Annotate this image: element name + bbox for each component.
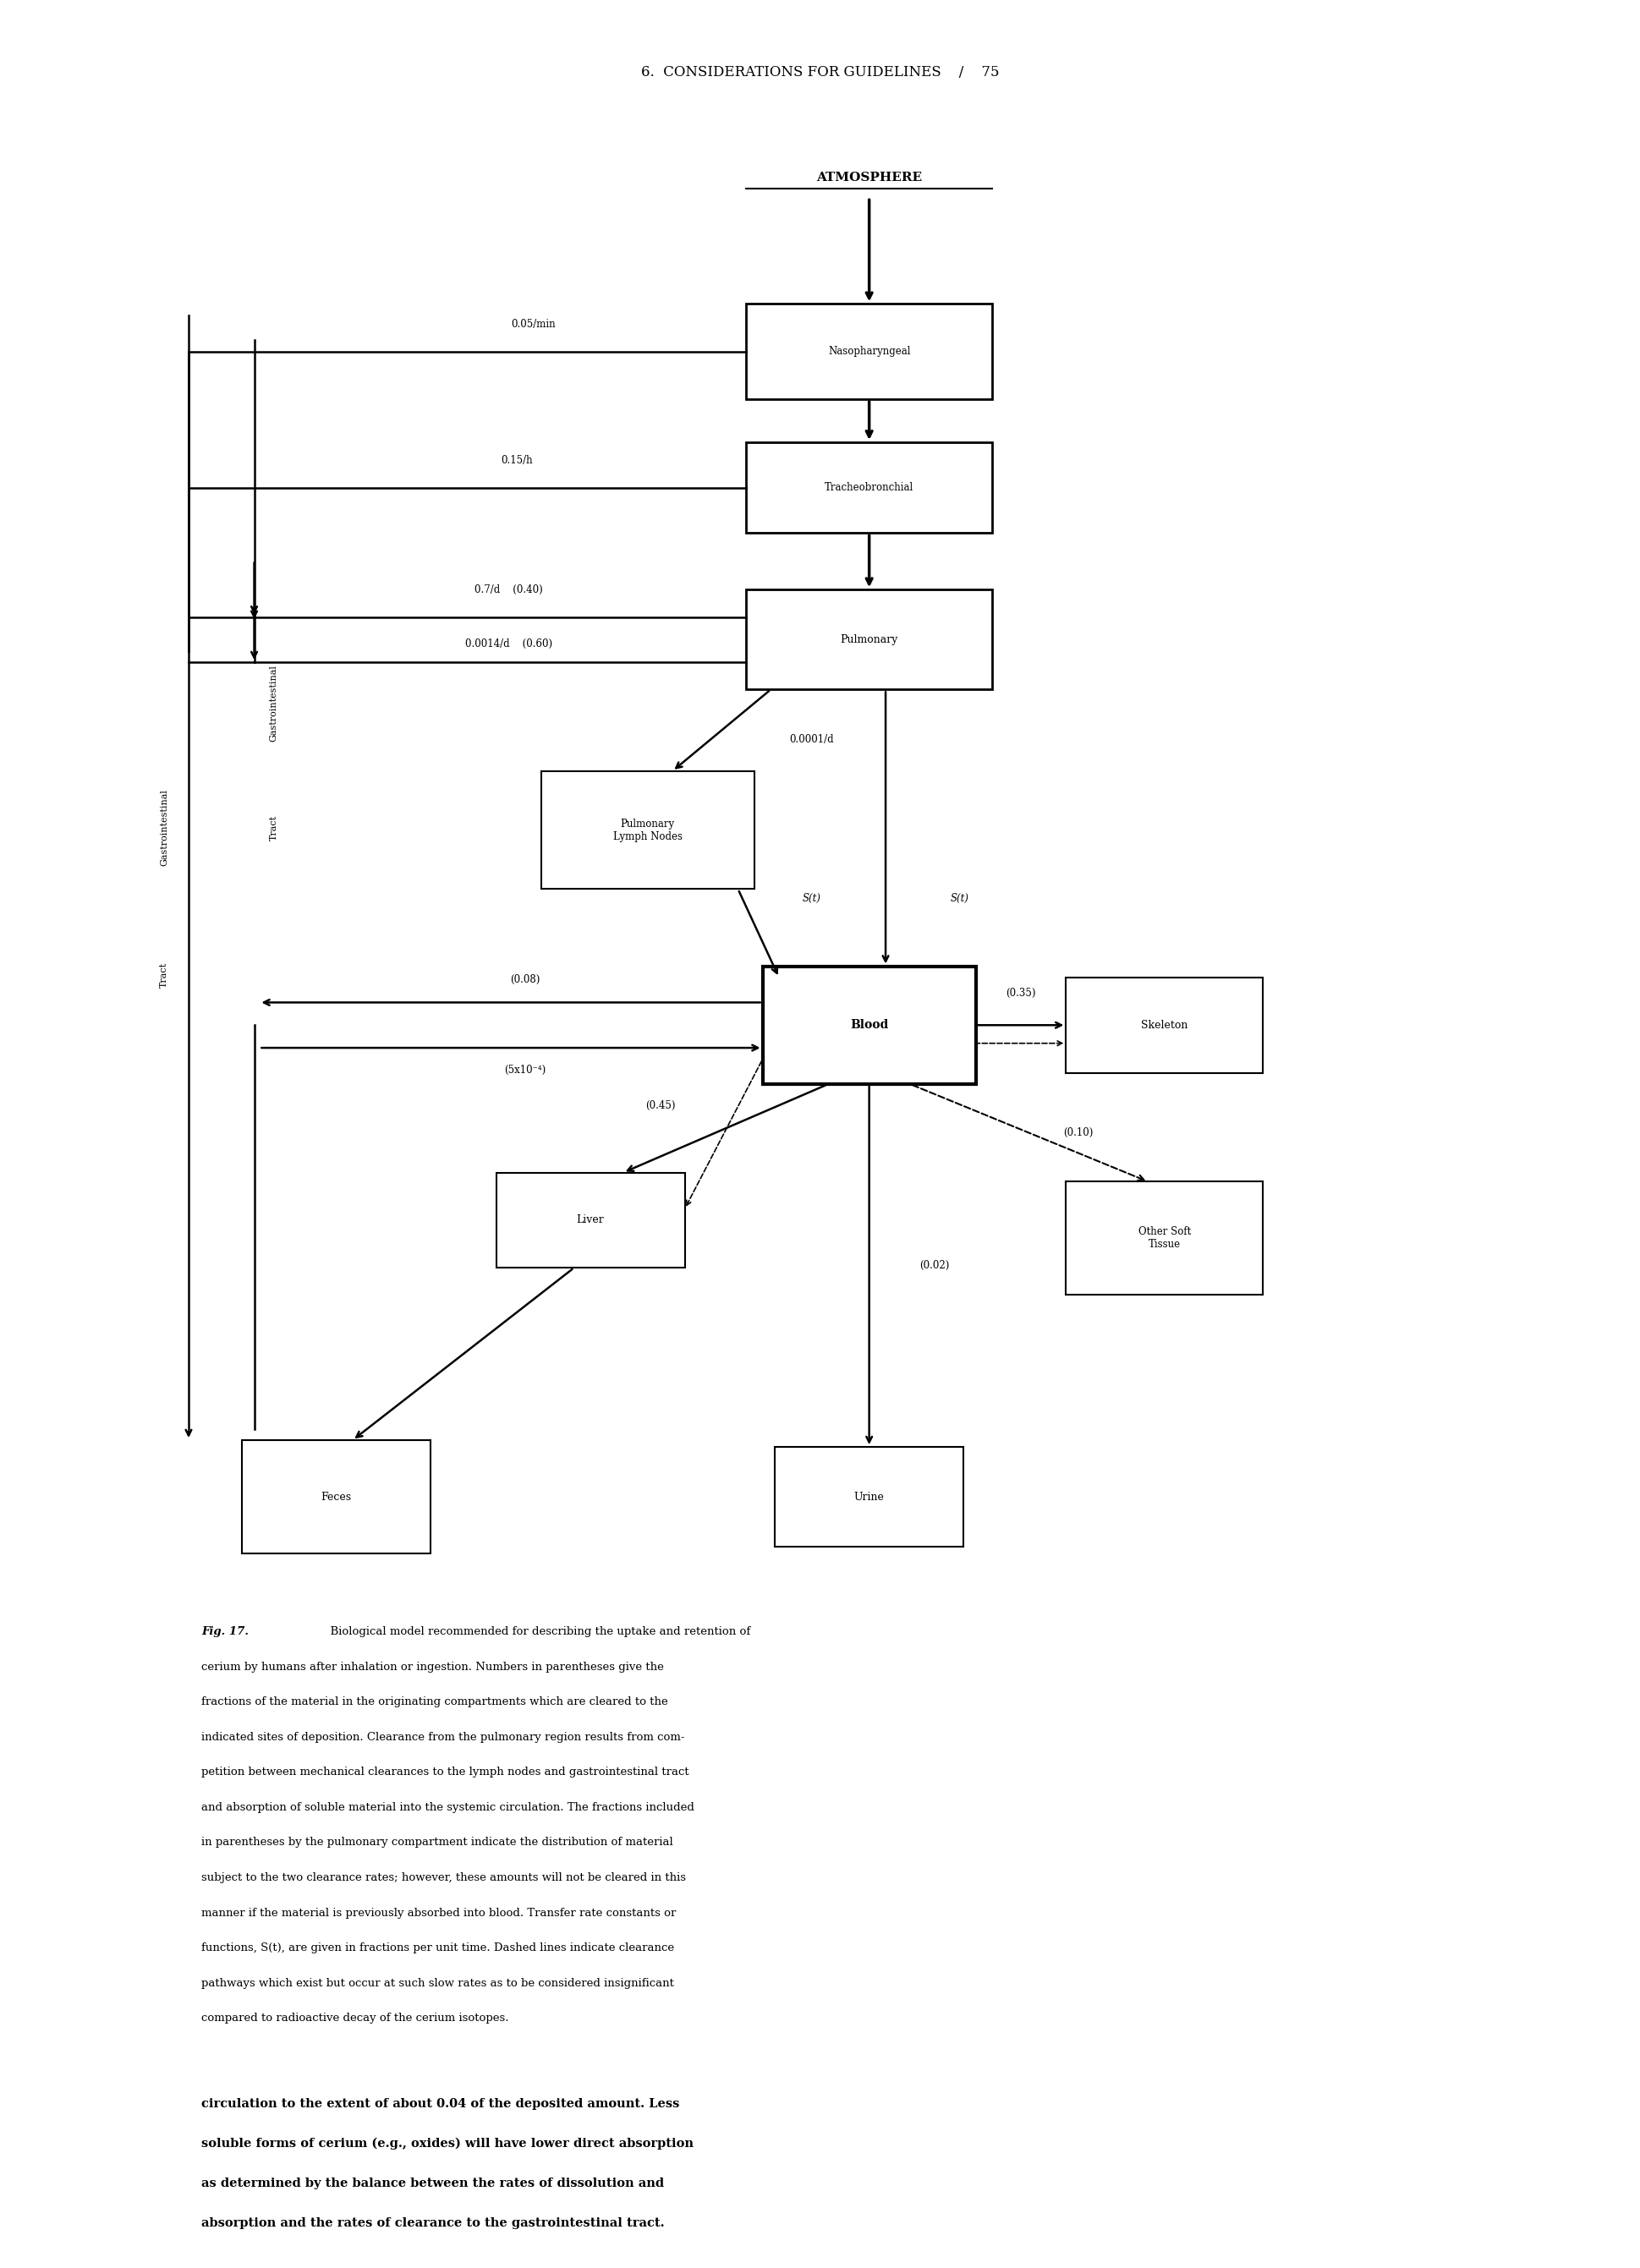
Text: Feces: Feces [321, 1492, 351, 1501]
Text: (0.10): (0.10) [1063, 1127, 1094, 1139]
Text: in parentheses by the pulmonary compartment indicate the distribution of materia: in parentheses by the pulmonary compartm… [202, 1837, 674, 1848]
Text: 0.15/h: 0.15/h [500, 456, 533, 465]
Text: (0.35): (0.35) [1005, 989, 1036, 998]
Text: 0.0001/d: 0.0001/d [789, 735, 835, 744]
Text: S(t): S(t) [950, 894, 969, 903]
Bar [1066, 1182, 1263, 1295]
Text: Tract: Tract [269, 814, 279, 841]
Text: and absorption of soluble material into the systemic circulation. The fractions : and absorption of soluble material into … [202, 1803, 695, 1812]
Text: Nasopharyngeal: Nasopharyngeal [828, 347, 910, 356]
Text: functions, S(t), are given in fractions per unit time. Dashed lines indicate cle: functions, S(t), are given in fractions … [202, 1941, 674, 1953]
Bar [746, 590, 992, 689]
Text: pathways which exist but occur at such slow rates as to be considered insignific: pathways which exist but occur at such s… [202, 1978, 674, 1989]
Text: manner if the material is previously absorbed into blood. Transfer rate constant: manner if the material is previously abs… [202, 1907, 677, 1919]
Text: 0.7/d    (0.40): 0.7/d (0.40) [474, 585, 543, 594]
Bar [746, 304, 992, 399]
Text: 0.05/min: 0.05/min [510, 320, 556, 329]
Text: Biological model recommended for describing the uptake and retention of: Biological model recommended for describ… [323, 1626, 751, 1637]
Bar [541, 771, 754, 889]
Text: Pulmonary: Pulmonary [840, 635, 899, 644]
Text: Pulmonary
Lymph Nodes: Pulmonary Lymph Nodes [613, 819, 682, 841]
Text: ATMOSPHERE: ATMOSPHERE [817, 172, 922, 184]
Text: soluble forms of cerium (e.g., oxides) will have lower direct absorption: soluble forms of cerium (e.g., oxides) w… [202, 2136, 694, 2150]
Text: absorption and the rates of clearance to the gastrointestinal tract.: absorption and the rates of clearance to… [202, 2218, 664, 2229]
Bar [243, 1440, 431, 1554]
Bar [746, 442, 992, 533]
Text: Skeleton: Skeleton [1141, 1021, 1187, 1030]
Text: petition between mechanical clearances to the lymph nodes and gastrointestinal t: petition between mechanical clearances t… [202, 1767, 689, 1778]
Text: Fig. 17.: Fig. 17. [202, 1626, 249, 1637]
Text: 0.0014/d    (0.60): 0.0014/d (0.60) [464, 640, 553, 649]
Text: cerium by humans after inhalation or ingestion. Numbers in parentheses give the: cerium by humans after inhalation or ing… [202, 1660, 664, 1672]
Text: Urine: Urine [854, 1492, 884, 1501]
Text: Tracheobronchial: Tracheobronchial [825, 483, 913, 492]
Text: Gastrointestinal: Gastrointestinal [159, 789, 169, 866]
Bar [495, 1173, 686, 1268]
Text: 6.  CONSIDERATIONS FOR GUIDELINES    /    75: 6. CONSIDERATIONS FOR GUIDELINES / 75 [641, 66, 999, 79]
Text: Other Soft
Tissue: Other Soft Tissue [1138, 1227, 1191, 1250]
Bar [1066, 978, 1263, 1073]
Text: (0.08): (0.08) [510, 975, 540, 984]
Text: (0.45): (0.45) [645, 1100, 676, 1111]
Text: Tract: Tract [159, 962, 169, 989]
Text: circulation to the extent of about 0.04 of the deposited amount. Less: circulation to the extent of about 0.04 … [202, 2098, 681, 2109]
Text: compared to radioactive decay of the cerium isotopes.: compared to radioactive decay of the cer… [202, 2014, 508, 2023]
Text: fractions of the material in the originating compartments which are cleared to t: fractions of the material in the origina… [202, 1696, 669, 1708]
Bar [763, 966, 976, 1084]
Text: indicated sites of deposition. Clearance from the pulmonary region results from : indicated sites of deposition. Clearance… [202, 1733, 686, 1742]
Text: S(t): S(t) [802, 894, 822, 903]
Text: (5x10⁻⁴): (5x10⁻⁴) [503, 1066, 546, 1075]
Text: as determined by the balance between the rates of dissolution and: as determined by the balance between the… [202, 2177, 664, 2189]
Bar [776, 1447, 964, 1547]
Text: Gastrointestinal: Gastrointestinal [269, 665, 279, 742]
Text: Blood: Blood [850, 1018, 889, 1032]
Text: (0.02): (0.02) [920, 1261, 950, 1270]
Text: subject to the two clearance rates; however, these amounts will not be cleared i: subject to the two clearance rates; howe… [202, 1873, 687, 1882]
Text: Liver: Liver [577, 1216, 604, 1225]
